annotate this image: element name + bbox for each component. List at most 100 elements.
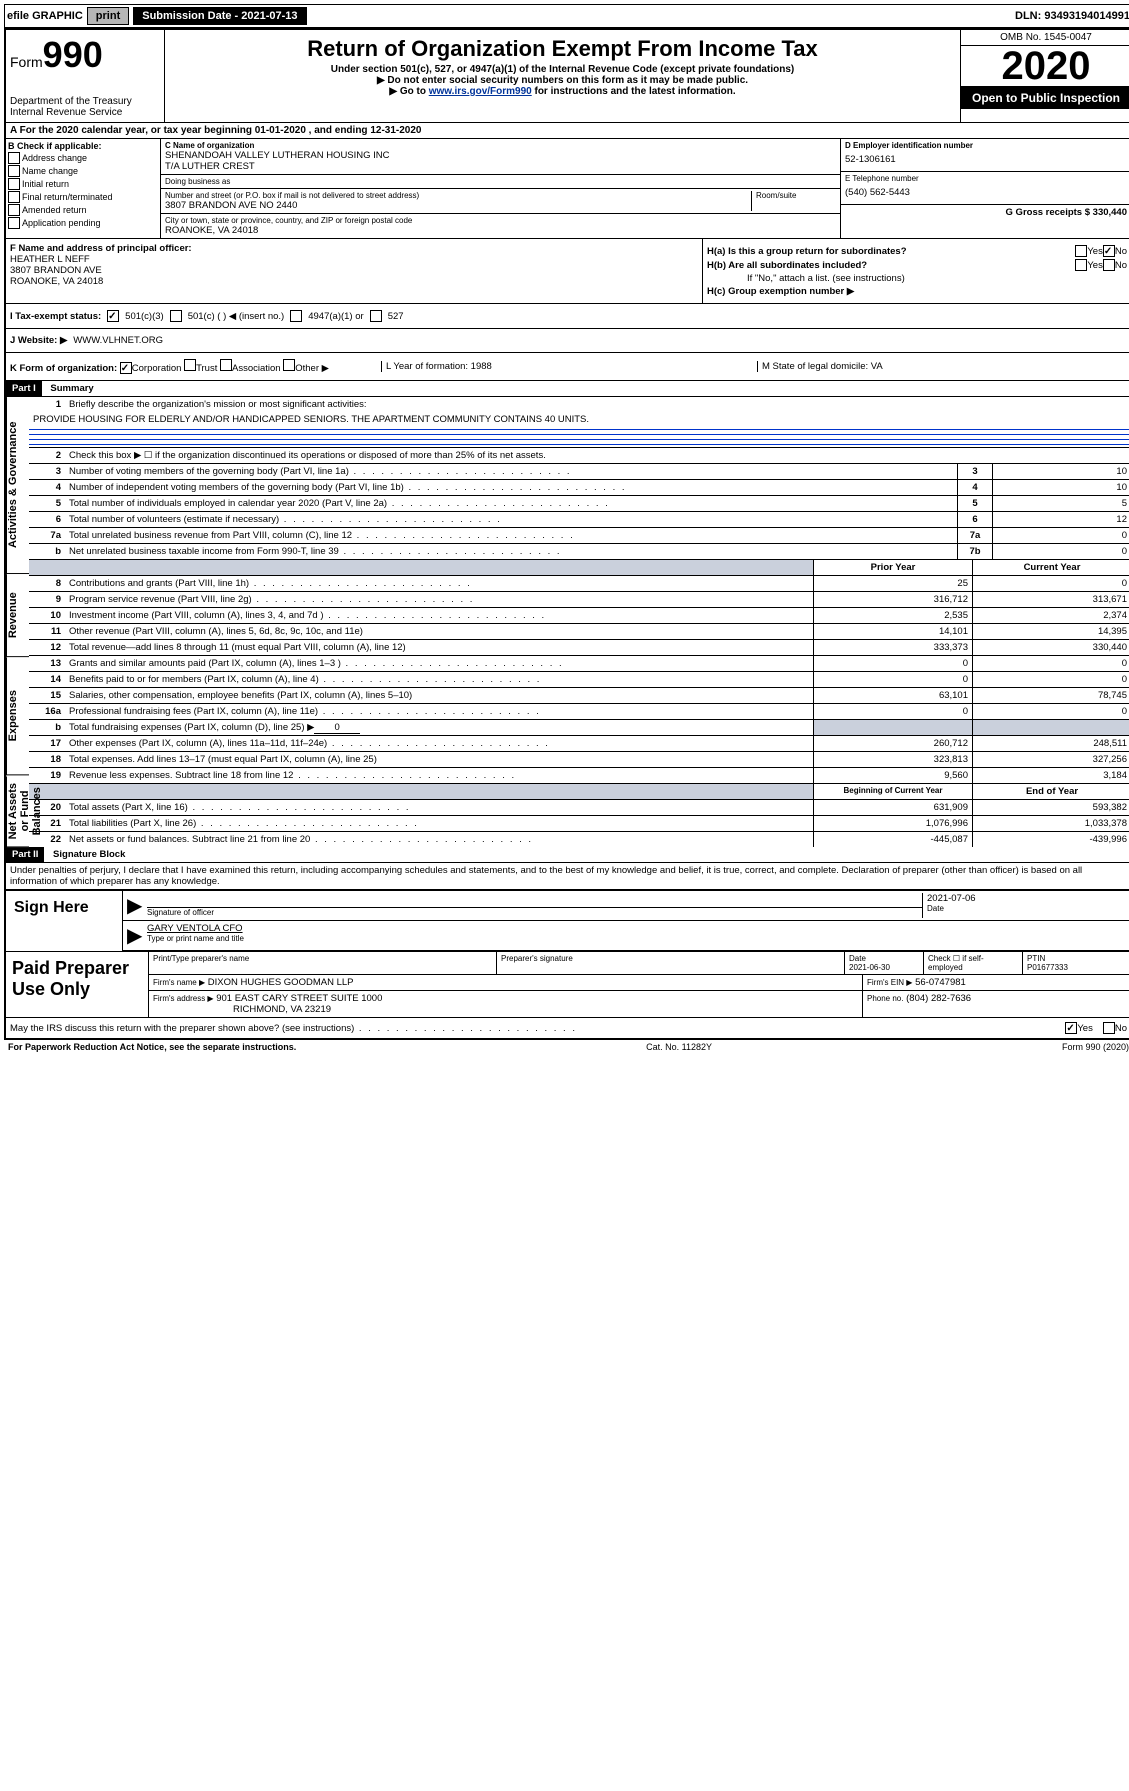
form-sub2: ▶ Do not enter social security numbers o…: [169, 75, 956, 86]
chk-initial[interactable]: [8, 178, 20, 190]
chk-name[interactable]: [8, 165, 20, 177]
dba-label: Doing business as: [165, 177, 836, 186]
p17: 260,712: [813, 736, 972, 751]
print-button[interactable]: print: [87, 7, 129, 25]
p15: 63,101: [813, 688, 972, 703]
p11: 14,101: [813, 624, 972, 639]
lbl-initial: Initial return: [22, 179, 69, 189]
street-label: Number and street (or P.O. box if mail i…: [165, 191, 751, 200]
part2-header: Part II: [6, 847, 44, 862]
c13: 0: [972, 656, 1129, 671]
paid-label: Paid Preparer Use Only: [6, 952, 149, 1017]
footer-right: Form 990 (2020): [1062, 1042, 1129, 1052]
p16a: 0: [813, 704, 972, 719]
col-b: B Check if applicable: Address change Na…: [6, 139, 161, 238]
phone: (540) 562-5443: [845, 183, 1127, 202]
line7b: Net unrelated business taxable income fr…: [65, 544, 957, 559]
col-f: F Name and address of principal officer:…: [6, 239, 703, 303]
city-label: City or town, state or province, country…: [165, 216, 836, 225]
lbl-501c3: 501(c)(3): [125, 311, 164, 322]
discuss-row: May the IRS discuss this return with the…: [6, 1017, 1129, 1038]
chk-501c[interactable]: [170, 310, 182, 322]
footer-mid: Cat. No. 11282Y: [646, 1042, 712, 1052]
chk-corp[interactable]: [120, 362, 132, 374]
chk-amended[interactable]: [8, 204, 20, 216]
part2-header-row: Part II Signature Block: [6, 847, 1129, 863]
sign-here-label: Sign Here: [6, 891, 123, 951]
section-bc: B Check if applicable: Address change Na…: [6, 139, 1129, 239]
part2-title: Signature Block: [47, 847, 131, 862]
irs-link[interactable]: www.irs.gov/Form990: [429, 86, 532, 97]
discuss-yes-lbl: Yes: [1077, 1023, 1093, 1034]
firm-label: Firm's name ▶: [153, 978, 205, 987]
c16a: 0: [972, 704, 1129, 719]
footer: For Paperwork Reduction Act Notice, see …: [4, 1040, 1129, 1054]
submission-date: Submission Date - 2021-07-13: [133, 7, 306, 25]
discuss-no[interactable]: [1103, 1022, 1115, 1034]
ha: H(a) Is this a group return for subordin…: [707, 246, 1075, 257]
hb-yes-lbl: Yes: [1087, 260, 1103, 271]
line15: Salaries, other compensation, employee b…: [65, 688, 813, 703]
chk-address[interactable]: [8, 152, 20, 164]
p18: 323,813: [813, 752, 972, 767]
chk-501c3[interactable]: [107, 310, 119, 322]
l16b-val: 0: [314, 722, 359, 734]
firm-ein-label: Firm's EIN ▶: [867, 978, 912, 987]
m-state: M State of legal domicile: VA: [757, 361, 1127, 372]
lbl-527: 527: [388, 311, 404, 322]
c8: 0: [972, 576, 1129, 591]
line9: Program service revenue (Part VIII, line…: [65, 592, 813, 607]
ha-no[interactable]: [1103, 245, 1115, 257]
officer-addr2: ROANOKE, VA 24018: [10, 276, 698, 287]
chk-trust[interactable]: [184, 359, 196, 371]
sig-officer-label: Signature of officer: [147, 907, 922, 917]
website-row: J Website: ▶ WWW.VLHNET.ORG: [6, 329, 1129, 353]
col-de: D Employer identification number 52-1306…: [841, 139, 1129, 238]
discuss-yes[interactable]: [1065, 1022, 1077, 1034]
c15: 78,745: [972, 688, 1129, 703]
lbl-501c: 501(c) ( ) ◀ (insert no.): [188, 311, 285, 322]
ph2: Preparer's signature: [501, 954, 573, 963]
line16b: Total fundraising expenses (Part IX, col…: [69, 722, 314, 733]
p8: 25: [813, 576, 972, 591]
p20: 631,909: [813, 800, 972, 815]
end-hdr: End of Year: [972, 784, 1129, 799]
begin-hdr: Beginning of Current Year: [813, 784, 972, 799]
chk-app[interactable]: [8, 217, 20, 229]
lbl-app: Application pending: [22, 218, 101, 228]
top-bar: efile GRAPHIC print Submission Date - 20…: [4, 4, 1129, 28]
chk-other[interactable]: [283, 359, 295, 371]
ph5v: P01677333: [1027, 963, 1068, 972]
kl-row: K Form of organization: Corporation Trus…: [6, 353, 1129, 381]
hb-yes[interactable]: [1075, 259, 1087, 271]
sig-date-label: Date: [927, 904, 1127, 913]
chk-527[interactable]: [370, 310, 382, 322]
form-header: Form990 Department of the Treasury Inter…: [6, 30, 1129, 123]
footer-left: For Paperwork Reduction Act Notice, see …: [8, 1042, 296, 1052]
v4: 10: [992, 480, 1129, 495]
ha-no-lbl: No: [1115, 246, 1127, 257]
hb-no[interactable]: [1103, 259, 1115, 271]
part1-title: Summary: [44, 381, 99, 396]
chk-final[interactable]: [8, 191, 20, 203]
fgh-row: F Name and address of principal officer:…: [6, 239, 1129, 304]
c11: 14,395: [972, 624, 1129, 639]
line4: Number of independent voting members of …: [65, 480, 957, 495]
c10: 2,374: [972, 608, 1129, 623]
firm-addr2: RICHMOND, VA 23219: [153, 1004, 331, 1015]
v3: 10: [992, 464, 1129, 479]
chk-4947[interactable]: [290, 310, 302, 322]
line17: Other expenses (Part IX, column (A), lin…: [65, 736, 813, 751]
line12: Total revenue—add lines 8 through 11 (mu…: [65, 640, 813, 655]
ha-yes[interactable]: [1075, 245, 1087, 257]
hb: H(b) Are all subordinates included?: [707, 260, 1075, 271]
c20: 593,382: [972, 800, 1129, 815]
current-hdr: Current Year: [972, 560, 1129, 575]
open-public: Open to Public Inspection: [961, 87, 1129, 109]
p21: 1,076,996: [813, 816, 972, 831]
org-name: SHENANDOAH VALLEY LUTHERAN HOUSING INC T…: [165, 150, 836, 172]
line2: Check this box ▶ ☐ if the organization d…: [65, 448, 1129, 463]
chk-assoc[interactable]: [220, 359, 232, 371]
officer-addr1: 3807 BRANDON AVE: [10, 265, 698, 276]
tax-status-row: I Tax-exempt status: 501(c)(3) 501(c) ( …: [6, 304, 1129, 329]
